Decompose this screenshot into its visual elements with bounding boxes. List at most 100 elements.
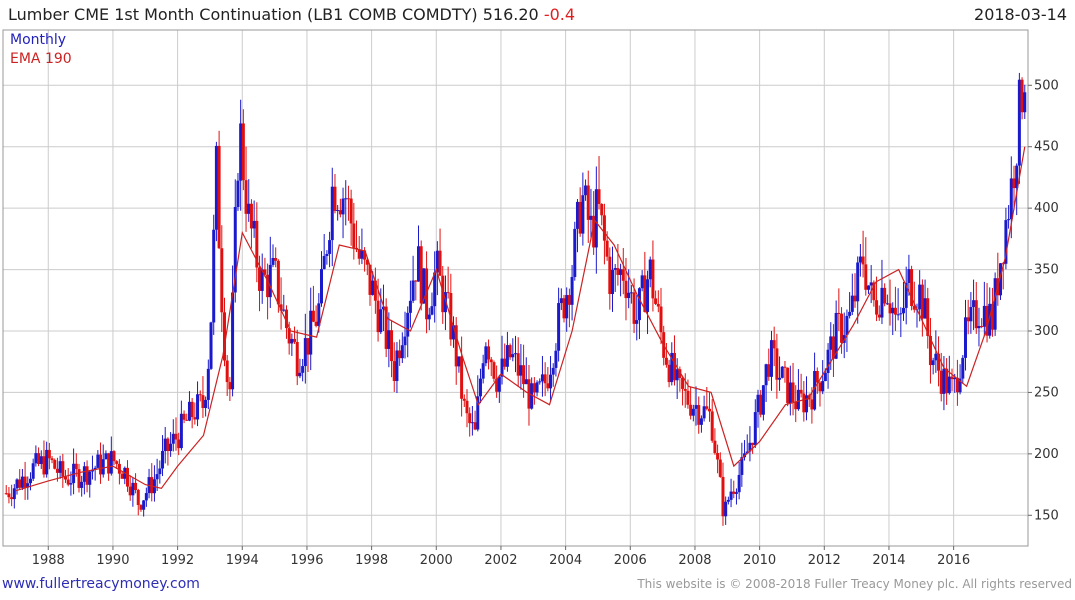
plot-area-border — [2, 29, 1029, 547]
price-bar — [621, 269, 625, 281]
ema-line — [15, 146, 1026, 492]
price-bar — [794, 401, 798, 410]
price-bar — [589, 215, 593, 220]
price-bar — [287, 328, 291, 344]
y-tick-label: 400 — [1034, 201, 1059, 216]
price-bar — [233, 207, 237, 293]
price-bar — [198, 394, 202, 396]
price-bar — [349, 198, 353, 224]
x-tick-label: 2008 — [678, 553, 711, 568]
price-bar — [748, 442, 752, 452]
price-bar — [667, 364, 671, 383]
price-bar — [400, 345, 404, 359]
price-bar — [974, 300, 978, 329]
price-bar — [93, 467, 97, 470]
price-bar — [937, 353, 941, 371]
price-bar — [624, 280, 628, 299]
price-bar — [708, 408, 712, 412]
price-bar — [907, 269, 911, 283]
price-bar — [322, 256, 326, 270]
price-bar — [15, 479, 19, 489]
price-bar — [169, 443, 173, 452]
price-bar — [899, 313, 903, 315]
price-bar — [99, 454, 103, 475]
price-bar — [341, 198, 345, 215]
price-bar — [651, 259, 655, 299]
price-bar — [718, 459, 722, 477]
price-bar — [255, 220, 259, 268]
price-bar — [161, 451, 165, 469]
price-bar — [605, 240, 609, 257]
price-bar — [759, 394, 763, 415]
price-bar — [239, 123, 243, 181]
price-bar — [411, 280, 415, 301]
price-bar — [236, 180, 240, 208]
x-tick-label: 2010 — [743, 553, 776, 568]
price-bar — [395, 350, 399, 381]
price-bar — [850, 295, 854, 312]
price-bar — [705, 406, 709, 409]
x-tick-label: 2014 — [872, 553, 905, 568]
price-bar — [241, 123, 245, 181]
price-bar — [845, 315, 849, 336]
price-bar — [670, 352, 674, 383]
x-tick-label: 1988 — [32, 553, 65, 568]
price-bar — [818, 382, 822, 392]
price-bar — [815, 371, 819, 383]
price-bar — [465, 400, 469, 414]
price-bar — [228, 382, 232, 390]
price-bar — [360, 250, 364, 259]
price-bar — [538, 381, 542, 383]
price-bar — [939, 370, 943, 394]
price-bar — [629, 292, 633, 294]
price-bar — [928, 335, 932, 366]
price-bar — [990, 303, 994, 330]
price-bar — [934, 353, 938, 361]
price-bar — [45, 449, 49, 475]
price-bar — [910, 269, 914, 307]
price-bar — [896, 314, 900, 316]
price-bar — [678, 369, 682, 378]
price-bar — [258, 267, 262, 291]
price-bar — [37, 453, 41, 465]
price-bar — [166, 438, 170, 452]
site-link[interactable]: www.fullertreacymoney.com — [2, 576, 200, 592]
y-tick-label: 250 — [1034, 385, 1059, 400]
price-bar — [947, 376, 951, 394]
price-bar — [570, 276, 574, 305]
price-bar — [535, 382, 539, 393]
price-bar — [904, 282, 908, 308]
copyright-notice: This website is © 2008-2018 Fuller Treac… — [637, 577, 1072, 591]
price-bar — [950, 376, 954, 380]
price-bar — [955, 377, 959, 393]
price-bar — [134, 482, 138, 491]
price-bar — [179, 413, 183, 449]
price-bar — [7, 493, 11, 498]
price-bar — [931, 360, 935, 366]
price-bar — [780, 366, 784, 378]
price-bar — [584, 185, 588, 196]
y-tick-label: 500 — [1034, 78, 1059, 93]
price-bar — [125, 467, 129, 487]
price-bar — [328, 240, 332, 254]
price-bar — [435, 250, 439, 273]
price-bar — [823, 372, 827, 382]
price-bar — [578, 201, 582, 234]
price-bar — [301, 366, 305, 373]
price-bar — [131, 482, 135, 496]
price-bar — [274, 258, 278, 261]
price-bar — [519, 365, 523, 376]
price-bar — [891, 307, 895, 314]
price-bar — [508, 345, 512, 358]
price-bar — [185, 419, 189, 421]
price-bar — [565, 295, 569, 319]
price-bar — [193, 417, 197, 420]
price-bar — [484, 346, 488, 364]
price-bar — [55, 468, 59, 473]
price-bar — [381, 306, 385, 310]
price-bar — [20, 476, 24, 488]
price-bar — [546, 383, 550, 389]
price-bar — [511, 354, 515, 358]
price-bar — [611, 269, 615, 295]
